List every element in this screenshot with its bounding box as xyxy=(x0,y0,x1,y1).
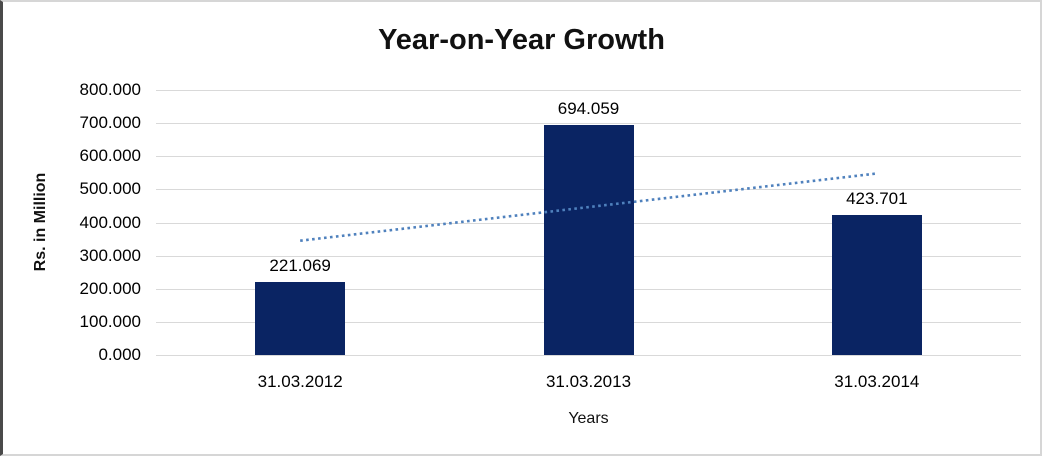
chart-title: Year-on-Year Growth xyxy=(378,24,665,56)
y-axis-tick-labels: 0.000 100.000 200.000 300.000 400.000 500.000… xyxy=(3,80,141,364)
gridline xyxy=(156,355,1021,356)
bar-31.03.2013 xyxy=(543,125,634,355)
x-axis-tick-labels: 31.03.2012 31.03.2013 31.03.2014 xyxy=(156,372,1021,396)
y-tick-label: 700.000 xyxy=(79,113,141,133)
bar-31.03.2012 xyxy=(255,281,346,355)
y-tick-label: 0.000 xyxy=(98,345,141,364)
y-tick-label: 200.000 xyxy=(79,278,141,298)
bar-value-label: 423.701 xyxy=(846,188,908,208)
y-tick-label: 800.000 xyxy=(79,80,141,99)
gridline xyxy=(156,123,1021,125)
bar-value-label: 694.059 xyxy=(557,99,620,119)
bar-31.03.2014 xyxy=(831,214,922,355)
trendline-path xyxy=(300,172,877,243)
gridline xyxy=(156,90,1021,91)
y-tick-label: 300.000 xyxy=(79,245,141,265)
x-tick-label: 31.03.2014 xyxy=(834,372,920,391)
bar-value-label: 221.069 xyxy=(269,255,331,275)
x-axis-title: Years xyxy=(568,410,609,427)
y-tick-label: 500.000 xyxy=(79,179,141,199)
y-tick-label: 600.000 xyxy=(79,146,141,166)
y-tick-label: 400.000 xyxy=(79,212,141,232)
x-tick-label: 31.03.2013 xyxy=(545,372,632,391)
trendline xyxy=(300,172,877,243)
plot-area: 221.069 694.059 423.701 xyxy=(156,90,1021,356)
x-tick-label: 31.03.2012 xyxy=(257,372,343,391)
y-tick-label: 100.000 xyxy=(79,311,141,331)
